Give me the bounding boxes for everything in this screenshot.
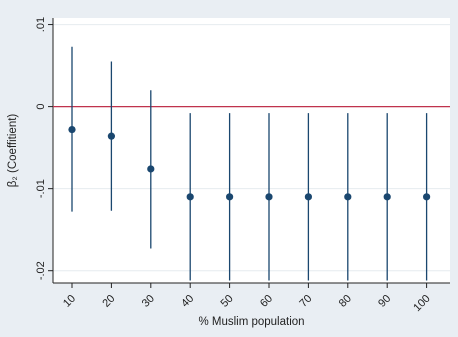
point-estimate (226, 193, 234, 201)
point-estimate (423, 193, 431, 201)
series-marks (68, 46, 431, 281)
point-estimate (304, 193, 312, 201)
y-tick-label: 0 (35, 104, 47, 110)
y-tick-label: -.02 (35, 261, 47, 280)
y-axis-title: β₂ (Coeffitient) (7, 114, 19, 188)
plot-area (53, 18, 450, 283)
point-estimate (265, 193, 273, 201)
point-estimate (107, 132, 115, 140)
point-estimate (186, 193, 194, 201)
point-estimate (344, 193, 352, 201)
point-estimate (383, 193, 391, 201)
x-axis-title: % Muslim population (198, 316, 304, 328)
y-tick-label: .01 (35, 17, 47, 32)
point-estimate (147, 165, 155, 173)
y-tick-label: -.01 (35, 179, 47, 198)
point-estimate (68, 125, 76, 134)
